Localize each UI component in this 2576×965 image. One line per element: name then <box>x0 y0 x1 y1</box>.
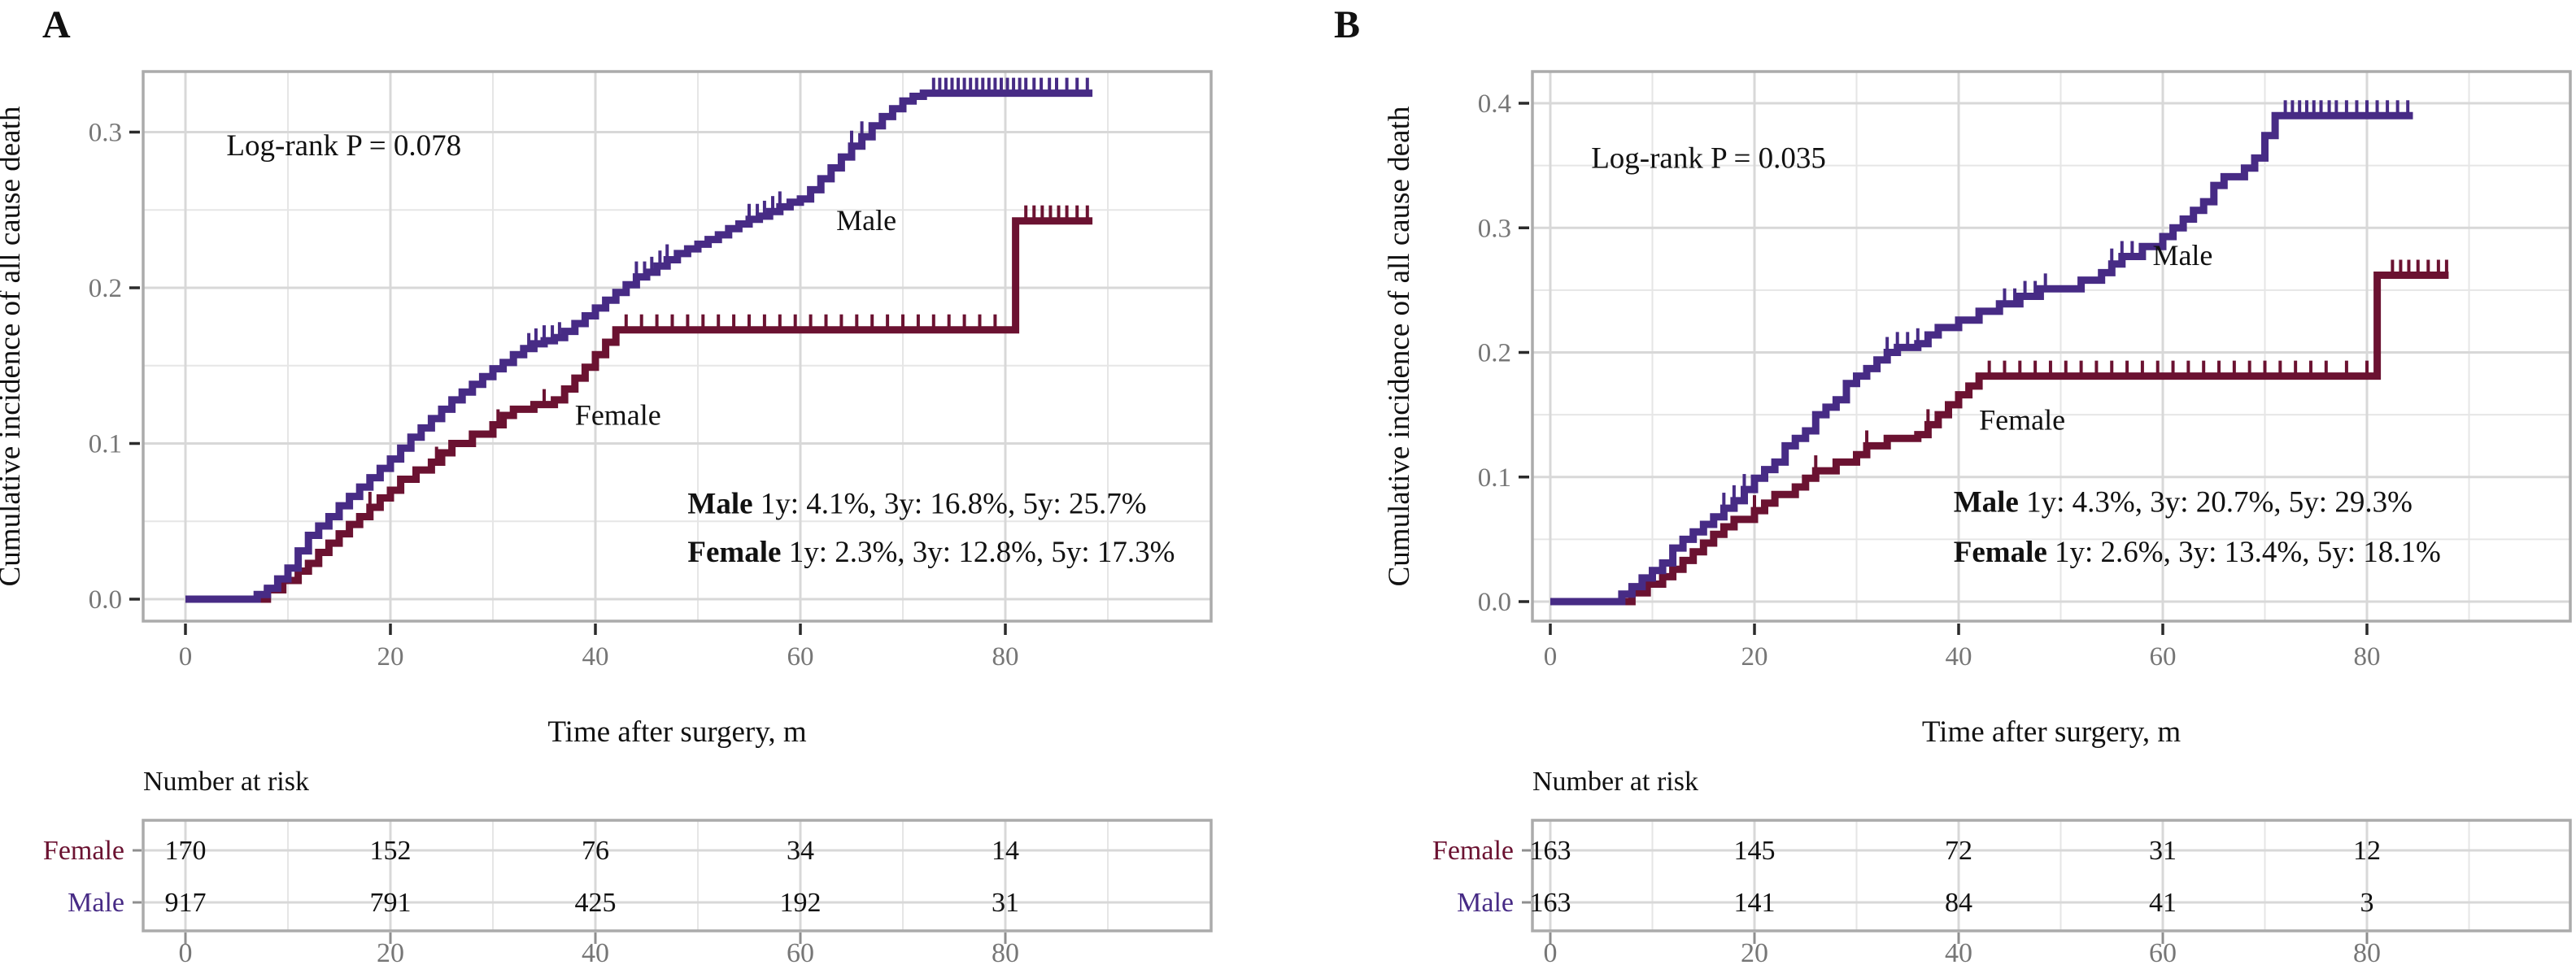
y-axis-title: Cumulative incidence of all cause death <box>1383 106 1416 586</box>
curve-label-female: Female <box>1979 404 2065 437</box>
annotation-series-values: 1y: 4.1%, 3y: 16.8%, 5y: 25.7% <box>753 488 1147 521</box>
risk-table-background <box>143 820 1211 931</box>
risk-row-label-male: Male <box>68 888 124 918</box>
risk-axis-tick-label: 60 <box>787 938 814 965</box>
x-axis-title: Time after surgery, m <box>547 715 806 749</box>
plot-border <box>1531 70 2572 623</box>
y-axis-tick-label: 0.0 <box>89 585 122 615</box>
risk-axis-tick-label: 0 <box>179 938 193 965</box>
risk-value: 41 <box>2149 888 2177 918</box>
survival-curve-female <box>1550 272 2449 606</box>
number-at-risk-title: Number at risk <box>143 767 309 797</box>
panel-b: 0.0 0.1 0.2 0.3 0.4 0 20 40 60 80 Log-rank P = 0.0… <box>1334 3 2572 965</box>
risk-value: 170 <box>165 836 207 866</box>
risk-value: 141 <box>1734 888 1776 918</box>
y-axis-tick-label: 0.4 <box>1478 89 1511 119</box>
logrank-p-label: Log-rank P = 0.035 <box>1591 142 1826 176</box>
y-axis-tick-label: 0.3 <box>1478 214 1511 243</box>
plot-border <box>142 70 1213 623</box>
x-axis-tick-label: 0 <box>179 642 193 672</box>
risk-value: 76 <box>582 836 609 866</box>
annotation-series-values: 1y: 2.6%, 3y: 13.4%, 5y: 18.1% <box>2047 536 2441 569</box>
x-axis-tick-label: 80 <box>2354 642 2381 672</box>
risk-value: 152 <box>370 836 412 866</box>
risk-axis-tick-label: 60 <box>2149 938 2177 965</box>
estimates-annotation-male: Male 1y: 4.1%, 3y: 16.8%, 5y: 25.7% <box>687 488 1146 521</box>
risk-value: 917 <box>165 888 207 918</box>
risk-value: 84 <box>1945 888 1972 918</box>
y-axis-tick-label: 0.3 <box>89 119 122 148</box>
x-axis-tick-label: 20 <box>1741 642 1768 672</box>
estimates-annotation-male: Male 1y: 4.3%, 3y: 20.7%, 5y: 29.3% <box>1954 486 2413 519</box>
annotation-series-name: Male <box>687 488 752 521</box>
risk-row-label-female: Female <box>1432 836 1514 866</box>
annotation-series-values: 1y: 2.3%, 3y: 12.8%, 5y: 17.3% <box>781 536 1175 569</box>
x-axis-tick-label: 80 <box>992 642 1019 672</box>
number-at-risk-title: Number at risk <box>1532 767 1698 797</box>
annotation-series-name: Female <box>687 536 781 569</box>
y-axis-tick-label: 0.2 <box>1478 339 1511 368</box>
x-axis-tick-label: 60 <box>787 642 814 672</box>
risk-value: 425 <box>575 888 617 918</box>
x-axis-tick-label: 0 <box>1544 642 1558 672</box>
annotation-series-name: Female <box>1954 536 2047 569</box>
panel-letter: A <box>42 3 71 46</box>
risk-value: 192 <box>780 888 822 918</box>
annotation-series-values: 1y: 4.3%, 3y: 20.7%, 5y: 29.3% <box>2019 486 2413 519</box>
y-axis-tick-label: 0.1 <box>1478 463 1511 493</box>
risk-axis-tick-label: 40 <box>1945 938 1972 965</box>
risk-value: 163 <box>1530 836 1571 866</box>
risk-value: 12 <box>2353 836 2381 866</box>
risk-axis-tick-label: 80 <box>2353 938 2381 965</box>
survival-curve-male <box>185 89 1093 603</box>
risk-value: 72 <box>1945 836 1972 866</box>
survival-curve-female <box>185 217 1093 603</box>
risk-table-border <box>142 819 1213 932</box>
survival-curve-male <box>1550 111 2413 606</box>
x-axis-tick-label: 40 <box>1946 642 1972 672</box>
x-axis-title: Time after surgery, m <box>1922 715 2181 749</box>
risk-value: 31 <box>992 888 1019 918</box>
curve-label-male: Male <box>2152 239 2212 272</box>
estimates-annotation-female: Female 1y: 2.3%, 3y: 12.8%, 5y: 17.3% <box>687 536 1175 569</box>
panel-a: 0.0 0.1 0.2 0.3 0 20 40 60 80 Log-rank P = 0.078 F… <box>0 3 1213 965</box>
y-axis-title: Cumulative incidence of all cause death <box>0 106 27 586</box>
curve-label-male: Male <box>836 204 896 237</box>
risk-value: 791 <box>370 888 412 918</box>
risk-axis-tick-label: 20 <box>1741 938 1768 965</box>
x-axis-tick-label: 60 <box>2150 642 2177 672</box>
risk-value: 3 <box>2360 888 2374 918</box>
y-axis-tick-label: 0.0 <box>1478 588 1511 617</box>
risk-axis-tick-label: 40 <box>582 938 609 965</box>
risk-table-background <box>1532 820 2570 931</box>
logrank-p-label: Log-rank P = 0.078 <box>226 129 461 163</box>
y-axis-tick-label: 0.2 <box>89 274 122 303</box>
risk-row-label-male: Male <box>1457 888 1514 918</box>
estimates-annotation-female: Female 1y: 2.6%, 3y: 13.4%, 5y: 18.1% <box>1954 536 2441 569</box>
x-axis-tick-label: 20 <box>377 642 404 672</box>
risk-value: 31 <box>2149 836 2177 866</box>
curve-label-female: Female <box>575 399 661 432</box>
risk-table-border <box>1531 819 2572 932</box>
risk-value: 163 <box>1530 888 1571 918</box>
y-axis-tick-label: 0.1 <box>89 430 122 459</box>
x-axis-tick-label: 40 <box>582 642 609 672</box>
risk-axis-tick-label: 20 <box>377 938 404 965</box>
risk-axis-tick-label: 0 <box>1544 938 1558 965</box>
risk-axis-tick-label: 80 <box>992 938 1019 965</box>
risk-value: 14 <box>992 836 1019 866</box>
risk-value: 145 <box>1734 836 1776 866</box>
risk-row-label-female: Female <box>43 836 124 866</box>
annotation-series-name: Male <box>1954 486 2019 519</box>
risk-value: 34 <box>787 836 814 866</box>
panel-letter: B <box>1334 3 1360 46</box>
